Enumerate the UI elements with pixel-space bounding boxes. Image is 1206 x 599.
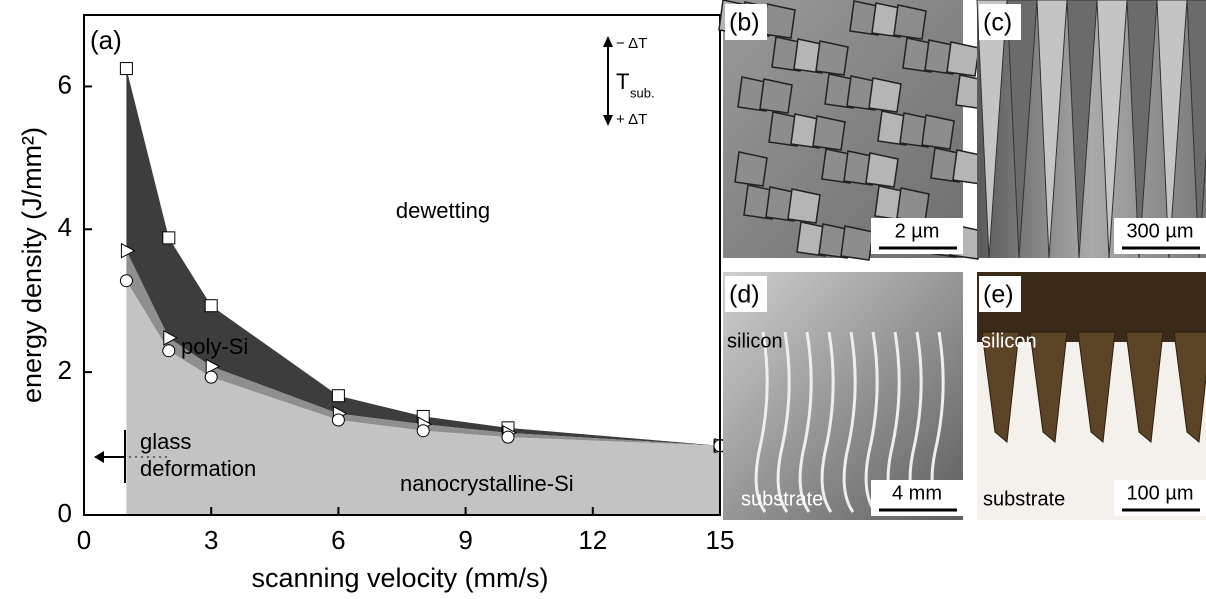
scale-label: 300 µm (1126, 220, 1193, 242)
finger (1173, 331, 1206, 443)
finger (1029, 331, 1068, 443)
square-marker (204, 299, 218, 313)
grain (1006, 0, 1038, 259)
annotation: dewetting (396, 198, 490, 223)
annotation: poly-Si (181, 334, 248, 359)
finger (1077, 331, 1116, 443)
panel-label-bg (725, 4, 767, 40)
dendrite (776, 331, 791, 513)
grain (1156, 0, 1188, 259)
area-band (126, 68, 720, 446)
grain (868, 77, 902, 113)
square-marker (331, 389, 345, 403)
region-label: silicon (981, 330, 1037, 352)
grain (759, 78, 793, 114)
dendrite (820, 331, 835, 513)
region-label: silicon (727, 330, 783, 352)
arrow-head (603, 36, 613, 47)
panel-label: (d) (729, 281, 760, 309)
triangle-marker (163, 330, 178, 346)
annotation: + ΔT (616, 111, 647, 128)
y-axis-label: energy density (J/mm²) (17, 127, 47, 403)
annotation: nanocrystalline-Si (400, 471, 574, 496)
annotation: − ΔT (616, 35, 647, 52)
grain (896, 187, 930, 223)
grain (976, 0, 1008, 259)
scale-label: 100 µm (1126, 482, 1193, 504)
triangle-marker (205, 358, 221, 375)
annotation: sub. (630, 85, 655, 100)
annotation: (a) (90, 25, 122, 55)
grain (787, 188, 821, 224)
arrow-head (94, 451, 104, 463)
annotation: glass (140, 429, 191, 454)
x-tick-label: 0 (77, 525, 91, 555)
scale-label: 2 µm (895, 220, 940, 242)
y-tick-label: 0 (58, 498, 72, 528)
dendrite (842, 331, 857, 513)
circle-marker (331, 413, 345, 427)
y-tick-label: 2 (58, 355, 72, 385)
region-label: substrate (983, 488, 1065, 510)
grain (734, 151, 768, 187)
triangle-marker (120, 242, 136, 259)
annotation: deformation (140, 456, 256, 481)
grain (812, 115, 846, 151)
panel-label: (e) (983, 281, 1014, 309)
dendrite (798, 331, 813, 513)
grain (1066, 0, 1098, 259)
y-tick-label: 4 (58, 212, 72, 242)
grain (893, 4, 927, 40)
grain (921, 114, 955, 150)
panel-label-bg (725, 276, 767, 312)
grain (762, 3, 796, 39)
circle-marker (501, 430, 515, 444)
square-marker (162, 231, 176, 245)
grain (1186, 0, 1206, 259)
finger (1125, 331, 1164, 443)
region-label: substrate (741, 488, 823, 510)
x-tick-label: 12 (578, 525, 607, 555)
grain (840, 225, 874, 261)
dendrite (754, 331, 769, 513)
x-tick-label: 3 (204, 525, 218, 555)
panel-label: (c) (983, 9, 1012, 37)
grain (946, 41, 980, 77)
annotation: T (616, 69, 629, 94)
plot-frame (83, 14, 721, 516)
x-tick-label: 6 (331, 525, 345, 555)
area-band (126, 250, 720, 446)
circle-marker (204, 370, 218, 384)
x-axis-label: scanning velocity (mm/s) (251, 563, 548, 593)
circle-marker (162, 344, 176, 358)
circle-marker (119, 274, 133, 288)
grain (815, 40, 849, 76)
finger (981, 331, 1020, 443)
grain (865, 152, 899, 188)
panel-label: (b) (729, 9, 760, 37)
y-tick-label: 6 (58, 69, 72, 99)
scale-label: 4 mm (892, 482, 942, 504)
arrow-head (603, 115, 613, 126)
area-band (126, 280, 720, 515)
square-marker (119, 62, 133, 76)
circle-marker (416, 424, 430, 438)
panel-label-bg (979, 276, 1021, 312)
grain (1036, 0, 1068, 259)
grain (1096, 0, 1128, 259)
grain (1126, 0, 1158, 259)
x-tick-label: 15 (706, 525, 735, 555)
dendrite (864, 331, 879, 513)
panel-label-bg (979, 4, 1021, 40)
x-tick-label: 9 (458, 525, 472, 555)
